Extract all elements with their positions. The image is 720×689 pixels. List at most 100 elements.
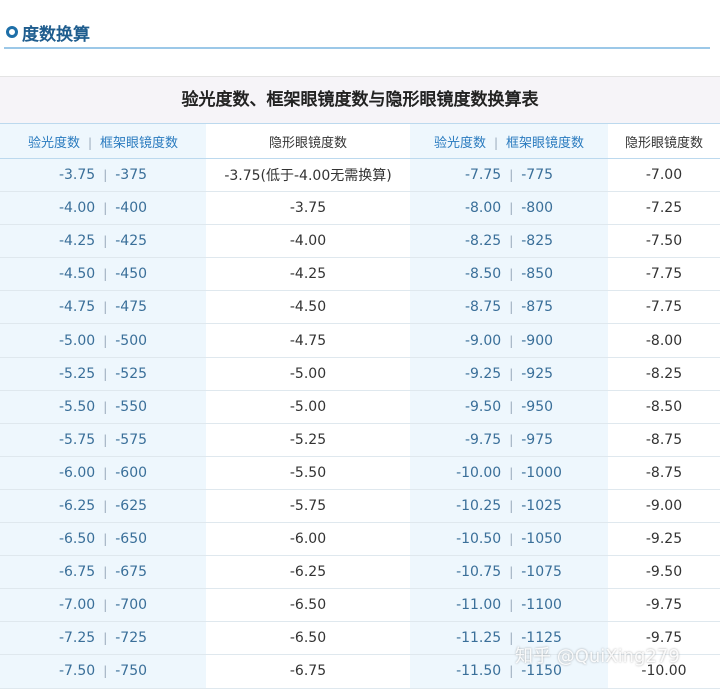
table-row: -6.75 | -675 -6.25 -10.75 | -1075 -9.50: [0, 555, 720, 590]
frame-value: -725: [115, 630, 148, 647]
contact-value: -3.75: [289, 200, 327, 217]
circle-bullet-icon: [6, 26, 18, 38]
contact-value: -6.75: [289, 663, 327, 680]
table-row: -7.50 | -750 -6.75 -11.50 | -1150 -10.00: [0, 654, 720, 689]
contact-value: -7.75: [645, 299, 683, 316]
separator: |: [509, 399, 514, 414]
contact-value: -4.00: [289, 233, 327, 250]
cell-right-contact: -8.00: [608, 323, 720, 358]
frame-value: -600: [115, 464, 148, 481]
refraction-value: -11.25: [456, 630, 502, 647]
separator: |: [103, 399, 108, 414]
frame-value: -1025: [521, 497, 562, 514]
table-row: -6.50 | -650 -6.00 -10.50 | -1050 -9.25: [0, 522, 720, 557]
header-frame-label: 框架眼镜度数: [506, 135, 585, 151]
contact-value: -4.75: [289, 332, 327, 349]
separator: |: [87, 135, 93, 150]
contact-value: -5.75: [289, 497, 327, 514]
separator: |: [509, 498, 514, 513]
refraction-value: -10.75: [456, 564, 502, 581]
contact-value: -5.25: [289, 431, 327, 448]
cell-left-refraction-frame: -3.75 | -375: [0, 158, 206, 193]
refraction-value: -5.50: [58, 398, 96, 415]
cell-right-refraction-frame: -10.75 | -1075: [410, 555, 608, 590]
header-refraction-label: 验光度数: [27, 135, 80, 151]
refraction-value: -5.00: [58, 332, 96, 349]
cell-left-refraction-frame: -4.75 | -475: [0, 290, 206, 325]
cell-left-contact: -6.50: [206, 621, 410, 656]
cell-left-refraction-frame: -6.75 | -675: [0, 555, 206, 590]
cell-left-contact: -5.50: [206, 456, 410, 490]
frame-value: -400: [115, 200, 148, 217]
contact-value: -5.00: [289, 365, 327, 382]
frame-value: -525: [115, 365, 148, 382]
cell-left-refraction-frame: -6.25 | -625: [0, 489, 206, 524]
refraction-value: -5.75: [58, 431, 96, 448]
table-row: -6.25 | -625 -5.75 -10.25 | -1025 -9.00: [0, 489, 720, 524]
separator: |: [103, 333, 108, 348]
cell-left-refraction-frame: -4.50 | -450: [0, 257, 206, 292]
cell-right-contact: -9.75: [608, 621, 720, 656]
cell-left-contact: -6.50: [206, 588, 410, 623]
frame-value: -700: [115, 597, 148, 614]
cell-right-refraction-frame: -8.50 | -850: [410, 257, 608, 292]
separator: |: [103, 598, 108, 613]
separator: |: [509, 267, 514, 282]
refraction-value: -6.00: [58, 464, 96, 481]
table-row: -5.50 | -550 -5.00 -9.50 | -950 -8.50: [0, 390, 720, 424]
cell-right-contact: -9.00: [608, 489, 720, 524]
separator: |: [103, 565, 108, 580]
separator: |: [103, 532, 108, 547]
cell-left-contact: -4.00: [206, 224, 410, 259]
header-right-contact: 隐形眼镜度数: [608, 123, 720, 159]
refraction-value: -8.00: [464, 200, 502, 217]
header-refraction-label: 验光度数: [433, 135, 486, 151]
cell-left-contact: -4.50: [206, 290, 410, 325]
separator: |: [509, 565, 514, 580]
table-header-row: 验光度数 | 框架眼镜度数 隐形眼镜度数 验光度数 | 框架眼镜度数 隐形眼镜度数: [0, 123, 720, 159]
separator: |: [509, 201, 514, 216]
cell-left-refraction-frame: -6.00 | -600: [0, 456, 206, 490]
contact-value: -9.50: [645, 564, 683, 581]
cell-left-refraction-frame: -5.25 | -525: [0, 357, 206, 391]
separator: |: [103, 168, 108, 183]
frame-value: -550: [115, 398, 148, 415]
contact-value: -8.75: [645, 464, 683, 481]
contact-value: -9.75: [645, 597, 683, 614]
refraction-value: -9.50: [464, 398, 502, 415]
cell-left-contact: -6.00: [206, 522, 410, 557]
cell-right-refraction-frame: -7.75 | -775: [410, 158, 608, 193]
separator: |: [103, 267, 108, 282]
header-left-contact: 隐形眼镜度数: [206, 123, 410, 159]
cell-left-contact: -3.75(低于-4.00无需换算): [206, 158, 410, 193]
contact-value: -7.00: [645, 167, 683, 184]
cell-left-contact: -6.25: [206, 555, 410, 590]
refraction-value: -6.75: [58, 564, 96, 581]
contact-value: -9.75: [645, 630, 683, 647]
refraction-value: -9.25: [464, 365, 502, 382]
separator: |: [509, 631, 514, 646]
refraction-value: -10.00: [456, 464, 502, 481]
cell-right-refraction-frame: -8.75 | -875: [410, 290, 608, 325]
conversion-table-container: 验光度数、框架眼镜度数与隐形眼镜度数换算表 验光度数 | 框架眼镜度数 隐形眼镜度数…: [0, 76, 720, 689]
contact-value: -6.25: [289, 564, 327, 581]
separator: |: [509, 300, 514, 315]
contact-value: -7.25: [645, 200, 683, 217]
frame-value: -475: [115, 299, 148, 316]
refraction-value: -4.50: [58, 266, 96, 283]
separator: |: [103, 498, 108, 513]
contact-value: -8.00: [645, 332, 683, 349]
contact-value: -6.00: [289, 531, 327, 548]
contact-value: -9.00: [645, 497, 683, 514]
separator: |: [103, 234, 108, 249]
section-header: 度数换算: [0, 0, 720, 62]
cell-right-contact: -8.75: [608, 423, 720, 457]
frame-value: -625: [115, 497, 148, 514]
separator: |: [509, 333, 514, 348]
contact-value: -3.75(低于-4.00无需换算): [224, 168, 392, 185]
frame-value: -1000: [521, 464, 562, 481]
refraction-value: -10.25: [456, 497, 502, 514]
header-right-pair: 验光度数 | 框架眼镜度数: [410, 123, 608, 159]
contact-value: -8.25: [645, 365, 683, 382]
header-frame-label: 框架眼镜度数: [100, 135, 179, 151]
